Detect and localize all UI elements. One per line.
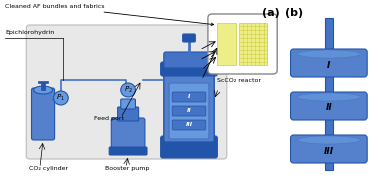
FancyBboxPatch shape: [164, 52, 214, 68]
FancyBboxPatch shape: [164, 70, 214, 142]
FancyBboxPatch shape: [111, 118, 145, 150]
FancyBboxPatch shape: [291, 92, 367, 120]
FancyBboxPatch shape: [172, 106, 206, 116]
FancyBboxPatch shape: [161, 136, 217, 158]
Circle shape: [54, 91, 68, 105]
FancyBboxPatch shape: [26, 25, 227, 159]
Ellipse shape: [297, 50, 360, 58]
Bar: [217, 23, 236, 65]
Text: CO₂ cylinder: CO₂ cylinder: [29, 166, 68, 171]
Ellipse shape: [297, 93, 360, 101]
Text: II: II: [187, 109, 191, 114]
Text: (a): (a): [262, 8, 280, 18]
FancyBboxPatch shape: [118, 107, 139, 121]
Bar: [325, 18, 333, 170]
Bar: [38, 81, 48, 83]
FancyBboxPatch shape: [169, 83, 209, 139]
Text: ScCO₂ reactor: ScCO₂ reactor: [217, 78, 261, 83]
FancyBboxPatch shape: [291, 49, 367, 77]
Text: III: III: [186, 122, 192, 127]
Text: Booster pump: Booster pump: [105, 166, 149, 171]
FancyBboxPatch shape: [109, 147, 147, 155]
FancyBboxPatch shape: [183, 34, 195, 42]
Text: Feed port: Feed port: [94, 116, 124, 121]
FancyBboxPatch shape: [172, 120, 206, 130]
Ellipse shape: [34, 86, 53, 94]
Text: I: I: [188, 95, 190, 100]
Text: Cleaned AF bundles and fabrics: Cleaned AF bundles and fabrics: [5, 4, 214, 25]
Text: (b): (b): [285, 8, 304, 18]
FancyBboxPatch shape: [161, 62, 217, 76]
Bar: [41, 82, 45, 90]
FancyBboxPatch shape: [208, 14, 277, 74]
Text: $P_2$: $P_2$: [124, 85, 133, 95]
Text: II: II: [325, 103, 332, 112]
Text: Epichlorohydrin: Epichlorohydrin: [5, 30, 54, 35]
Ellipse shape: [297, 136, 360, 144]
Circle shape: [121, 83, 135, 97]
FancyBboxPatch shape: [291, 135, 367, 163]
Text: I: I: [327, 61, 330, 69]
Text: III: III: [324, 146, 334, 156]
Text: $P_1$: $P_1$: [56, 93, 65, 103]
FancyBboxPatch shape: [121, 99, 135, 109]
FancyBboxPatch shape: [172, 92, 206, 102]
Bar: [239, 23, 267, 65]
FancyBboxPatch shape: [31, 88, 54, 140]
